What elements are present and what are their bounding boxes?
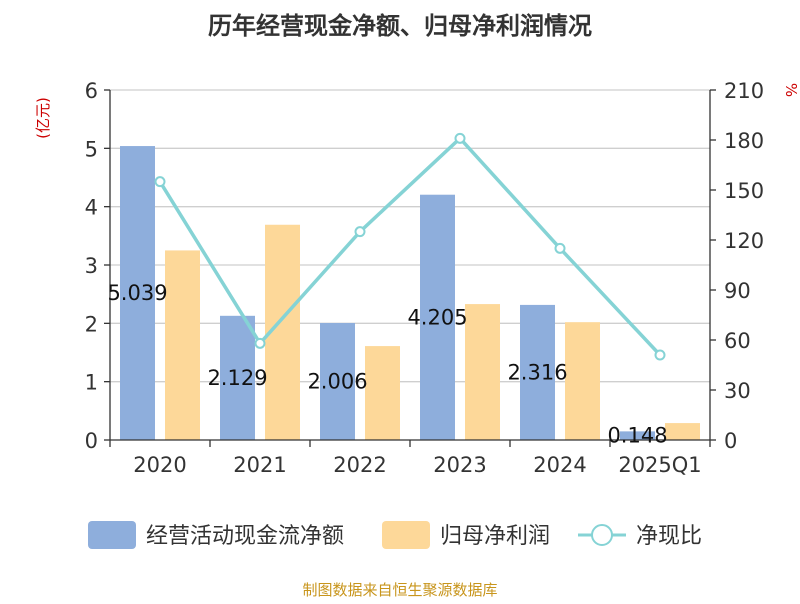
legend-marker (591, 524, 613, 546)
legend-swatch (88, 521, 136, 549)
line-point (654, 349, 666, 361)
legend-label: 净现比 (636, 524, 702, 549)
source-note: 制图数据来自恒生聚源数据库 (302, 581, 497, 599)
left-tick-label: 2 (85, 312, 98, 336)
right-tick-label: 180 (724, 129, 764, 153)
left-tick-label: 5 (85, 137, 98, 161)
right-tick-label: 90 (724, 279, 751, 303)
line-point (254, 337, 266, 349)
bar (565, 322, 600, 440)
bar (165, 250, 200, 440)
right-axis-unit: % (782, 83, 800, 97)
legend: 经营活动现金流净额 归母净利润 净现比 (88, 521, 702, 549)
x-tick-label: 2022 (333, 453, 386, 477)
left-tick-label: 3 (85, 254, 98, 278)
bar (665, 423, 700, 440)
series-line (158, 136, 662, 357)
right-tick-label: 120 (724, 229, 764, 253)
bar-value-label: 4.205 (407, 305, 467, 329)
bar (220, 315, 255, 440)
bar-layer (120, 146, 700, 440)
bar (620, 431, 655, 440)
line-point (154, 176, 166, 188)
line-layer (154, 132, 666, 361)
bar (365, 346, 400, 440)
left-axis-unit: (亿元) (34, 97, 52, 139)
right-tick-label: 0 (724, 429, 737, 453)
bar-value-label: 5.039 (107, 281, 167, 305)
left-tick-label: 1 (85, 371, 98, 395)
line-point (354, 226, 366, 238)
x-tick-label: 2020 (133, 453, 186, 477)
legend-swatch (382, 521, 430, 549)
left-tick-label: 4 (85, 196, 98, 220)
chart-title: 历年经营现金净额、归母净利润情况 (208, 12, 592, 40)
x-tick-label: 2024 (533, 453, 586, 477)
line-point (554, 242, 566, 254)
bar-value-label: 2.316 (507, 360, 567, 384)
bar-value-label: 0.148 (607, 424, 667, 448)
x-tick-label: 2025Q1 (618, 453, 701, 477)
x-tick-label: 2021 (233, 453, 286, 477)
bar (520, 304, 555, 440)
label-layer: 5.039 2.129 2.006 4.205 2.316 0.148 (107, 281, 667, 448)
legend-label: 经营活动现金流净额 (146, 524, 344, 549)
bar (120, 146, 155, 440)
legend-label: 归母净利润 (440, 524, 550, 549)
left-tick-label: 0 (85, 429, 98, 453)
bar (465, 304, 500, 440)
bar-value-label: 2.006 (307, 369, 367, 393)
x-tick-label: 2023 (433, 453, 486, 477)
right-tick-label: 210 (724, 79, 764, 103)
bar (320, 322, 355, 440)
right-tick-label: 60 (724, 329, 751, 353)
right-tick-label: 30 (724, 379, 751, 403)
bar (420, 194, 455, 440)
right-tick-label: 150 (724, 179, 764, 203)
bar-value-label: 2.129 (207, 366, 267, 390)
line-point (454, 132, 466, 144)
left-tick-label: 6 (85, 79, 98, 103)
